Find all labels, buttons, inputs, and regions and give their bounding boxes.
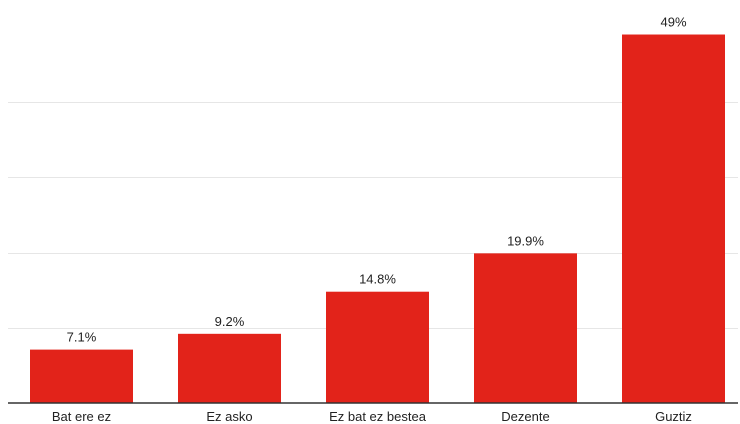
bar-2 bbox=[178, 333, 281, 403]
value-label-5: 49% bbox=[660, 15, 686, 30]
bars bbox=[30, 34, 725, 404]
value-label-4: 19.9% bbox=[507, 233, 544, 248]
value-label-1: 7.1% bbox=[67, 330, 97, 345]
bar-3 bbox=[326, 291, 429, 403]
category-label-5: Guztiz bbox=[655, 409, 692, 424]
bar-4 bbox=[474, 253, 577, 403]
category-label-2: Ez asko bbox=[206, 409, 252, 424]
category-label-1: Bat ere ez bbox=[52, 409, 111, 424]
category-label-4: Dezente bbox=[501, 409, 549, 424]
category-labels: Bat ere ez Ez asko Ez bat ez bestea Dezente… bbox=[52, 409, 692, 424]
category-label-3: Ez bat ez bestea bbox=[329, 409, 427, 424]
bar-1 bbox=[30, 349, 133, 403]
value-label-3: 14.8% bbox=[359, 272, 396, 287]
bar-5 bbox=[622, 34, 725, 404]
value-label-2: 9.2% bbox=[215, 314, 245, 329]
value-labels: 7.1% 9.2% 14.8% 19.9% 49% bbox=[67, 15, 687, 345]
